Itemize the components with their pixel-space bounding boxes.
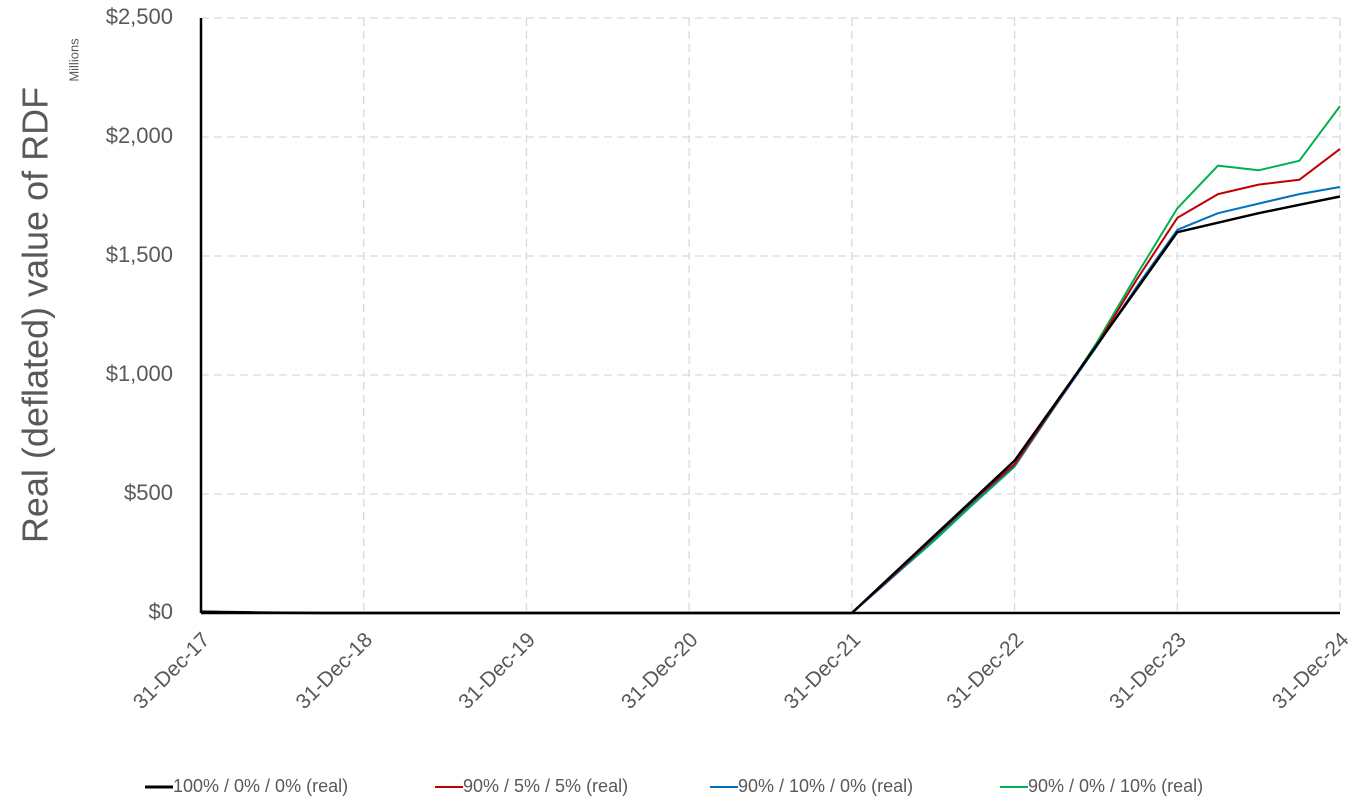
legend-label: 100% / 0% / 0% (real) bbox=[173, 776, 348, 796]
series-line bbox=[200, 195, 1341, 615]
x-tick-label: 31-Dec-17 bbox=[129, 628, 215, 714]
x-tick-label: 31-Dec-22 bbox=[942, 628, 1028, 714]
legend-label: 90% / 5% / 5% (real) bbox=[463, 776, 628, 796]
x-tick-label: 31-Dec-18 bbox=[292, 628, 378, 714]
y-unit-label: Millions bbox=[66, 38, 81, 82]
x-tick-label: 31-Dec-19 bbox=[454, 628, 540, 714]
y-tick-label: $2,000 bbox=[106, 123, 173, 148]
y-tick-label: $1,000 bbox=[106, 361, 173, 386]
x-tick-label: 31-Dec-21 bbox=[780, 628, 866, 714]
legend-label: 90% / 0% / 10% (real) bbox=[1028, 776, 1203, 796]
x-tick-label: 31-Dec-20 bbox=[617, 628, 703, 714]
y-tick-label: $0 bbox=[149, 599, 173, 624]
y-tick-label: $2,500 bbox=[106, 4, 173, 29]
y-axis-title: Real (deflated) value of RDF bbox=[15, 87, 56, 543]
series-line bbox=[200, 148, 1341, 614]
series-line bbox=[200, 105, 1341, 614]
legend-label: 90% / 10% / 0% (real) bbox=[738, 776, 913, 796]
x-tick-label: 31-Dec-24 bbox=[1268, 628, 1354, 714]
series-line bbox=[200, 186, 1341, 614]
y-tick-label: $1,500 bbox=[106, 242, 173, 267]
y-tick-label: $500 bbox=[124, 480, 173, 505]
x-tick-label: 31-Dec-23 bbox=[1105, 628, 1191, 714]
